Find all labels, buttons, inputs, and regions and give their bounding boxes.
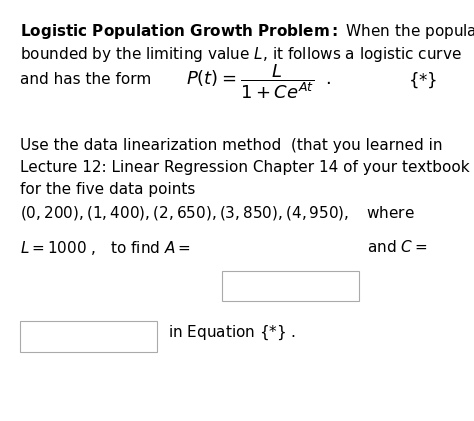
Text: $\{*\}$: $\{*\}$	[408, 70, 437, 90]
FancyBboxPatch shape	[20, 321, 157, 352]
Text: for the five data points: for the five data points	[20, 182, 195, 197]
FancyBboxPatch shape	[222, 271, 359, 301]
Text: in Equation $\{*\}$ .: in Equation $\{*\}$ .	[168, 323, 296, 342]
Text: bounded by the limiting value $L$, it follows a logistic curve: bounded by the limiting value $L$, it fo…	[20, 45, 462, 64]
Text: $(0, 200), (1, 400), (2, 650), (3, 850), (4, 950),$   where: $(0, 200), (1, 400), (2, 650), (3, 850),…	[20, 204, 415, 222]
Text: $L = 1000$ ,   to find $A =$: $L = 1000$ , to find $A =$	[20, 239, 191, 257]
Text: $\mathbf{Logistic\ Population\ Growth\ Problem:}$ When the population is: $\mathbf{Logistic\ Population\ Growth\ P…	[20, 22, 474, 41]
Text: $P(t) = \dfrac{L}{1 + Ce^{At}}$  .: $P(t) = \dfrac{L}{1 + Ce^{At}}$ .	[185, 62, 331, 101]
Text: Use the data linearization method  (that you learned in: Use the data linearization method (that …	[20, 138, 442, 153]
Text: Lecture 12: Linear Regression Chapter 14 of your textbook ): Lecture 12: Linear Regression Chapter 14…	[20, 160, 474, 175]
Text: and has the form: and has the form	[20, 72, 151, 88]
Text: and $C =$: and $C =$	[367, 239, 428, 255]
